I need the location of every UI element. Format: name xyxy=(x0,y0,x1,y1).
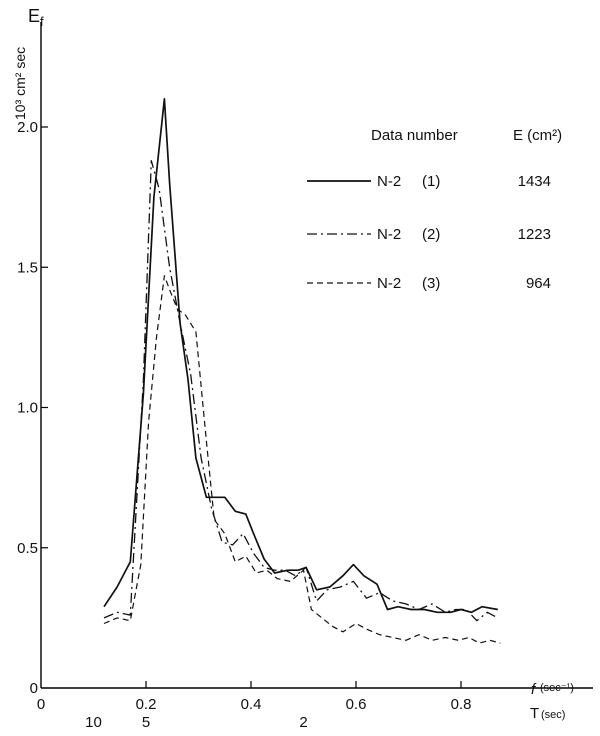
x-tick-label: 0 xyxy=(37,696,45,713)
period-tick-label: 10 xyxy=(85,714,102,731)
legend-label-sub-2: (2) xyxy=(422,226,440,243)
legend-header-data-number: Data number xyxy=(371,127,458,144)
y-tick-label: 0.5 xyxy=(17,540,38,557)
period-axis-unit: (sec) xyxy=(541,709,565,721)
y-axis-unit-label: 10³ cm² sec xyxy=(12,47,28,120)
y-axis-label: E xyxy=(28,6,40,26)
x-tick-label: 0.8 xyxy=(451,696,472,713)
legend-label-3: N-2 xyxy=(377,275,401,292)
y-tick-label: 1.5 xyxy=(17,259,38,276)
axes xyxy=(40,22,593,689)
y-tick-label: 1.0 xyxy=(17,400,38,417)
period-axis-label: T xyxy=(530,705,539,722)
legend-energy-3: 964 xyxy=(526,275,551,292)
y-tick-label: 0 xyxy=(30,680,38,697)
tick-marks: 0 0.2 0.4 0.6 0.8 0 0.5 1.0 1.5 2.0 10 5 2 xyxy=(17,119,471,731)
series-line-1 xyxy=(103,98,498,614)
x-tick-label: 0.6 xyxy=(346,696,367,713)
legend-header-energy: E (cm²) xyxy=(513,127,562,144)
legend-label-1: N-2 xyxy=(377,173,401,190)
y-axis-label-sub: f xyxy=(40,14,44,29)
series-lines xyxy=(103,98,501,644)
legend-energy-2: 1223 xyxy=(518,226,551,243)
series-line-3 xyxy=(103,275,501,644)
x-axis-unit: (sec⁻¹) xyxy=(540,682,574,694)
legend-label-2: N-2 xyxy=(377,226,401,243)
x-tick-label: 0.4 xyxy=(241,696,262,713)
legend: N-2 (1) 1434 N-2 (2) 1223 N-2 (3) 964 xyxy=(307,173,551,292)
legend-label-sub-3: (3) xyxy=(422,275,440,292)
period-tick-label: 5 xyxy=(142,714,150,731)
period-tick-label: 2 xyxy=(299,714,307,731)
legend-label-sub-1: (1) xyxy=(422,173,440,190)
x-axis-label: f xyxy=(531,681,537,698)
y-tick-label: 2.0 xyxy=(17,119,38,136)
series-line-2 xyxy=(103,160,499,622)
legend-energy-1: 1434 xyxy=(518,173,551,190)
x-tick-label: 0.2 xyxy=(136,696,157,713)
